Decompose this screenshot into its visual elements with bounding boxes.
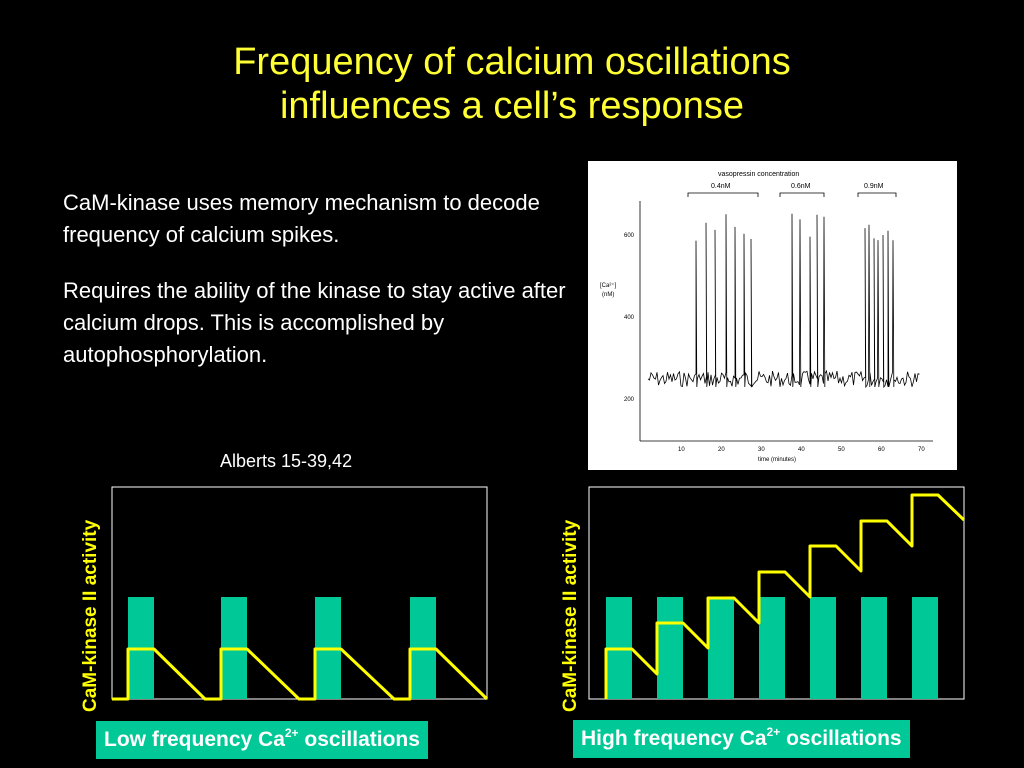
fig-xtick-50: 50 <box>838 447 845 453</box>
fig-ytick-600: 600 <box>624 233 635 239</box>
slide-title: Frequency of calcium oscillations influe… <box>0 40 1024 128</box>
fig-xtick-60: 60 <box>878 447 885 453</box>
fig-xtick-30: 30 <box>758 447 765 453</box>
paragraph-1: CaM-kinase uses memory mechanism to deco… <box>63 190 540 247</box>
left-caption-sup: 2+ <box>284 726 299 740</box>
conc-label-1: 0.4nM <box>711 183 731 190</box>
bracket-04nm <box>687 192 759 197</box>
fig-xtick-20: 20 <box>718 447 725 453</box>
right-caption-suffix: oscillations <box>780 727 902 750</box>
title-line-1: Frequency of calcium oscillations <box>233 41 791 83</box>
right-caption-prefix: High frequency Ca <box>581 727 767 750</box>
right-pulse-bar-5 <box>810 597 836 699</box>
fig-ytick-400: 400 <box>624 315 635 321</box>
low-frequency-caption: Low frequency Ca2+ oscillations <box>96 721 428 759</box>
left-caption-prefix: Low frequency Ca <box>104 728 285 751</box>
left-caption-suffix: oscillations <box>298 728 420 751</box>
fig-xtick-70: 70 <box>918 447 925 453</box>
body-text: CaM-kinase uses memory mechanism to deco… <box>63 187 583 395</box>
fig-ylabel-2: (nM) <box>602 292 614 298</box>
right-activity-line <box>604 493 966 699</box>
bracket-09nm <box>857 192 897 197</box>
left-activity-line <box>112 647 489 701</box>
right-pulse-bar-4 <box>759 597 785 699</box>
fig-xtick-40: 40 <box>798 447 805 453</box>
figure-header: vasopressin concentration <box>718 171 799 178</box>
fig-xlabel: time (minutes) <box>758 457 796 463</box>
right-caption-sup: 2+ <box>766 725 781 739</box>
right-pulse-bar-2 <box>657 597 683 699</box>
low-frequency-chart <box>111 486 489 701</box>
high-frequency-chart <box>588 486 966 700</box>
fig-ytick-200: 200 <box>624 397 635 403</box>
right-pulse-bar-3 <box>708 597 734 699</box>
calcium-trace-line <box>647 213 920 389</box>
title-line-2: influences a cell’s response <box>279 85 744 127</box>
paragraph-2: Requires the ability of the kinase to st… <box>63 278 566 367</box>
fig-xtick-10: 10 <box>678 447 685 453</box>
right-pulse-bar-6 <box>861 597 887 699</box>
high-frequency-panel: CaM-kinase II activity High frequency Ca… <box>560 480 980 758</box>
fig-ylabel-1: [Ca²⁺] <box>600 282 617 289</box>
right-pulse-bar-7 <box>912 597 938 699</box>
low-frequency-panel: CaM-kinase II activity Low frequency Ca2… <box>80 480 500 759</box>
conc-label-2: 0.6nM <box>791 183 811 190</box>
calcium-trace-svg: vasopressin concentration 0.4nM 0.6nM 0.… <box>600 171 933 463</box>
calcium-trace-figure: vasopressin concentration 0.4nM 0.6nM 0.… <box>588 161 957 470</box>
high-frequency-caption: High frequency Ca2+ oscillations <box>573 720 910 758</box>
citation: Alberts 15-39,42 <box>220 451 353 471</box>
bracket-06nm <box>779 192 825 197</box>
conc-label-3: 0.9nM <box>864 183 884 190</box>
